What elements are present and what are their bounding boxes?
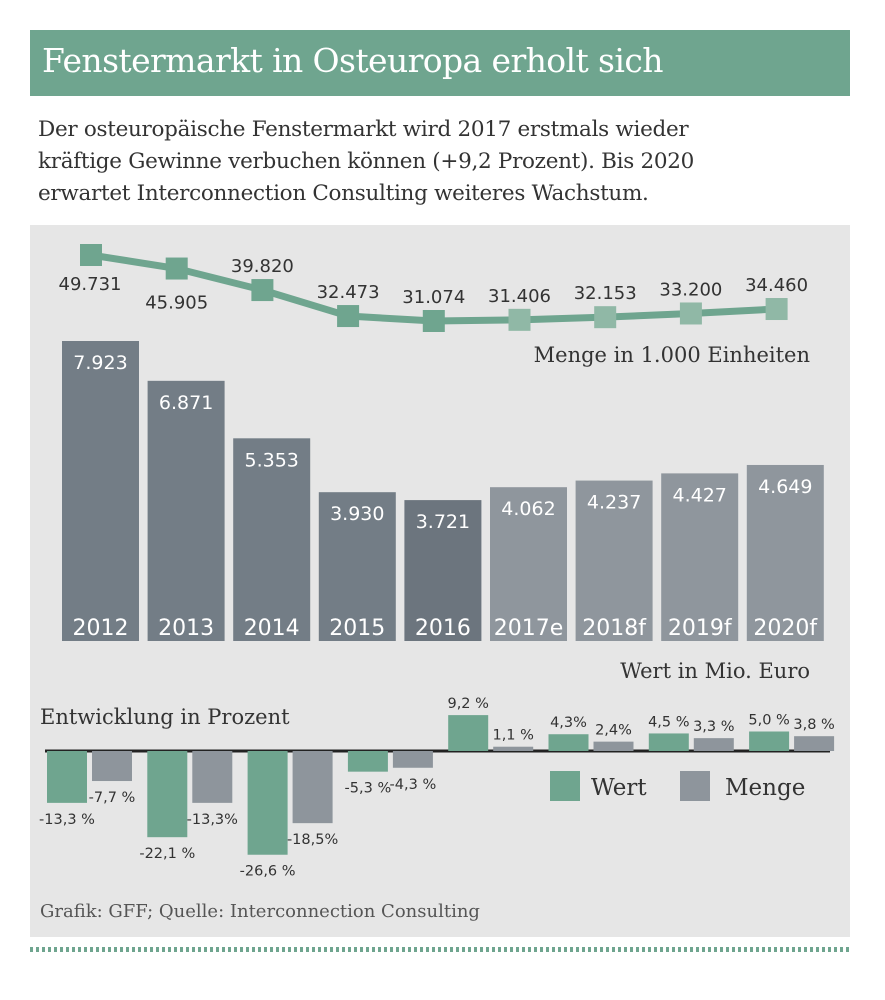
value-bar-2018f <box>575 480 653 641</box>
quantity-marker <box>337 305 360 328</box>
value-bar-label: 4.649 <box>758 476 812 498</box>
quantity-marker <box>422 310 445 332</box>
value-bars-title: Wert in Mio. Euro <box>620 659 810 683</box>
value-bar-label: 3.930 <box>330 503 384 525</box>
value-bar-2015 <box>318 492 396 641</box>
value-bar-label: 4.237 <box>587 492 641 514</box>
value-bar-2014 <box>233 438 311 641</box>
percent-label-menge: -18,5% <box>287 832 338 848</box>
percent-bar-menge <box>192 751 233 803</box>
percent-chart-title: Entwicklung in Prozent <box>40 705 290 729</box>
legend-label-menge: Menge <box>725 775 805 801</box>
value-bar-2019f <box>661 473 739 641</box>
year-label: 2019f <box>668 616 733 641</box>
percent-bar-menge <box>794 736 835 751</box>
quantity-marker <box>165 257 188 280</box>
quantity-label: 32.473 <box>317 282 380 303</box>
percent-label-wert: -13,3 % <box>39 812 95 828</box>
year-label: 2020f <box>753 616 818 641</box>
value-bar-label: 5.353 <box>244 449 298 471</box>
intro-line: erwartet Interconnection Consulting weit… <box>38 181 649 206</box>
quantity-marker <box>80 244 102 266</box>
value-bar-label: 3.721 <box>416 511 470 533</box>
quantity-label: 31.406 <box>488 286 551 307</box>
quantity-marker <box>679 302 702 325</box>
percent-label-wert: -5,3 % <box>345 781 392 797</box>
footer-credit: Grafik: GFF; Quelle: Interconnection Con… <box>40 901 480 922</box>
percent-bar-menge <box>593 741 634 751</box>
value-bar-2017e <box>490 487 567 641</box>
percent-label-menge: -7,7 % <box>89 790 136 806</box>
percent-label-wert: 5,0 % <box>748 713 789 729</box>
legend: Wert Menge <box>550 771 805 801</box>
percent-bar-wert <box>247 751 288 855</box>
legend-label-wert: Wert <box>591 775 647 801</box>
percent-bar-wert <box>648 733 689 751</box>
value-bar-label: 4.427 <box>672 484 726 506</box>
percent-bar-menge <box>693 738 734 751</box>
quantity-marker <box>594 306 617 329</box>
year-label: 2012 <box>73 616 129 641</box>
dotted-divider <box>30 947 852 952</box>
percent-label-menge: 2,4% <box>595 723 632 739</box>
intro-line: kräftige Gewinne verbuchen können (+9,2 … <box>38 149 695 174</box>
intro-text: Der osteuropäische Fenstermarkt wird 201… <box>38 114 838 210</box>
title-bar: Fenstermarkt in Osteuropa erholt sich <box>30 30 850 96</box>
percent-label-wert: -26,6 % <box>240 864 296 880</box>
quantity-line: 49.731 45.905 39.820 32.473 31.074 31.406 32.1… <box>59 244 808 332</box>
quantity-marker <box>508 308 531 331</box>
percent-label-wert: -22,1 % <box>139 846 195 862</box>
percent-label-menge: 3,8 % <box>793 717 834 733</box>
percent-label-menge: 1,1 % <box>492 728 533 744</box>
percent-bar-menge <box>292 751 333 824</box>
value-bar-label: 7.923 <box>73 352 127 374</box>
quantity-label: 31.074 <box>402 287 465 308</box>
year-label: 2014 <box>244 616 300 641</box>
quantity-label: 33.200 <box>659 279 722 300</box>
quantity-label: 34.460 <box>745 275 808 296</box>
percent-bar-wert <box>47 751 87 803</box>
year-label: 2013 <box>158 616 214 641</box>
percent-bar-menge <box>493 746 534 751</box>
percent-label-menge: -4,3 % <box>390 777 437 793</box>
percent-bar-wert <box>749 731 790 751</box>
percent-label-wert: 4,5 % <box>648 714 689 730</box>
value-bar-2016 <box>404 500 482 641</box>
percent-label-menge: 3,3 % <box>693 719 734 735</box>
percent-bar-wert <box>448 715 489 751</box>
quantity-marker <box>765 298 788 321</box>
intro-line: Der osteuropäische Fenstermarkt wird 201… <box>38 117 689 142</box>
legend-swatch-wert <box>550 771 580 801</box>
year-label: 2018f <box>582 616 647 641</box>
percent-bar-wert <box>147 751 188 838</box>
quantity-marker <box>251 279 274 302</box>
percent-label-wert: 9,2 % <box>447 696 488 712</box>
percent-bar-menge <box>92 751 132 782</box>
value-bar-2013 <box>147 380 225 641</box>
page-title: Fenstermarkt in Osteuropa erholt sich <box>42 41 663 80</box>
percent-label-menge: -13,3% <box>187 812 238 828</box>
quantity-label: 39.820 <box>231 256 294 277</box>
year-label: 2015 <box>329 616 385 641</box>
quantity-label: 45.905 <box>145 293 208 314</box>
quantity-line-title: Menge in 1.000 Einheiten <box>534 343 810 367</box>
quantity-label: 49.731 <box>59 274 122 295</box>
percent-bar-wert <box>347 751 388 772</box>
percent-bars: -13,3 % -7,7 % -22,1 % -13,3% -26,6 % -18,5% -… <box>39 696 835 880</box>
value-bar-label: 4.062 <box>501 498 555 520</box>
value-bar-label: 6.871 <box>159 392 213 414</box>
percent-bar-wert <box>548 734 589 751</box>
year-label: 2017e <box>494 616 564 641</box>
value-bar-2020f <box>746 464 824 641</box>
year-label: 2016 <box>415 616 471 641</box>
percent-label-wert: 4,3% <box>550 715 587 731</box>
value-bar-2012 <box>62 341 139 641</box>
legend-swatch-menge <box>680 771 710 801</box>
percent-bar-menge <box>392 751 433 768</box>
value-bars: 7.923 2012 6.871 2013 5.353 2014 3.930 2015 3.72… <box>62 341 824 641</box>
quantity-label: 32.153 <box>574 283 637 304</box>
